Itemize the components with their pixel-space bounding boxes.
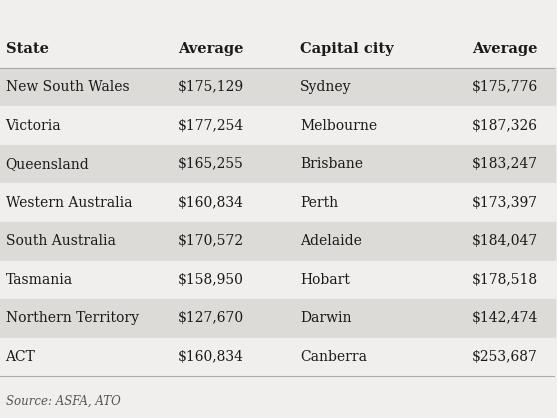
- Bar: [0, 68, 555, 106]
- Text: Darwin: Darwin: [300, 311, 351, 325]
- Text: Victoria: Victoria: [6, 119, 61, 133]
- Text: Western Australia: Western Australia: [6, 196, 132, 210]
- Text: $184,047: $184,047: [472, 234, 538, 248]
- Text: $165,255: $165,255: [178, 157, 243, 171]
- Text: Queensland: Queensland: [6, 157, 89, 171]
- Text: Average: Average: [472, 41, 538, 56]
- Bar: [0, 184, 555, 222]
- Text: Adelaide: Adelaide: [300, 234, 362, 248]
- Text: Melbourne: Melbourne: [300, 119, 377, 133]
- Text: Canberra: Canberra: [300, 350, 367, 364]
- Text: $173,397: $173,397: [472, 196, 538, 210]
- Text: Hobart: Hobart: [300, 273, 350, 287]
- Text: $187,326: $187,326: [472, 119, 538, 133]
- Text: $127,670: $127,670: [178, 311, 244, 325]
- Bar: [0, 106, 555, 145]
- Text: South Australia: South Australia: [6, 234, 115, 248]
- Text: Perth: Perth: [300, 196, 338, 210]
- Text: $183,247: $183,247: [472, 157, 538, 171]
- Text: $175,129: $175,129: [178, 80, 244, 94]
- Bar: [0, 145, 555, 184]
- Text: Sydney: Sydney: [300, 80, 351, 94]
- Text: $177,254: $177,254: [178, 119, 244, 133]
- Bar: [0, 222, 555, 260]
- Text: ACT: ACT: [6, 350, 36, 364]
- Text: $142,474: $142,474: [472, 311, 539, 325]
- Bar: [0, 299, 555, 338]
- Text: $175,776: $175,776: [472, 80, 538, 94]
- Text: Capital city: Capital city: [300, 41, 394, 56]
- Text: $160,834: $160,834: [178, 350, 244, 364]
- Text: Average: Average: [178, 41, 243, 56]
- Text: $170,572: $170,572: [178, 234, 244, 248]
- Text: New South Wales: New South Wales: [6, 80, 129, 94]
- Text: Source: ASFA, ATO: Source: ASFA, ATO: [6, 395, 120, 408]
- Bar: [0, 338, 555, 376]
- Text: $160,834: $160,834: [178, 196, 244, 210]
- Bar: [0, 260, 555, 299]
- Text: Northern Territory: Northern Territory: [6, 311, 139, 325]
- Text: Brisbane: Brisbane: [300, 157, 363, 171]
- Text: Tasmania: Tasmania: [6, 273, 72, 287]
- Text: $158,950: $158,950: [178, 273, 243, 287]
- Text: $253,687: $253,687: [472, 350, 538, 364]
- Text: State: State: [6, 41, 48, 56]
- Text: $178,518: $178,518: [472, 273, 538, 287]
